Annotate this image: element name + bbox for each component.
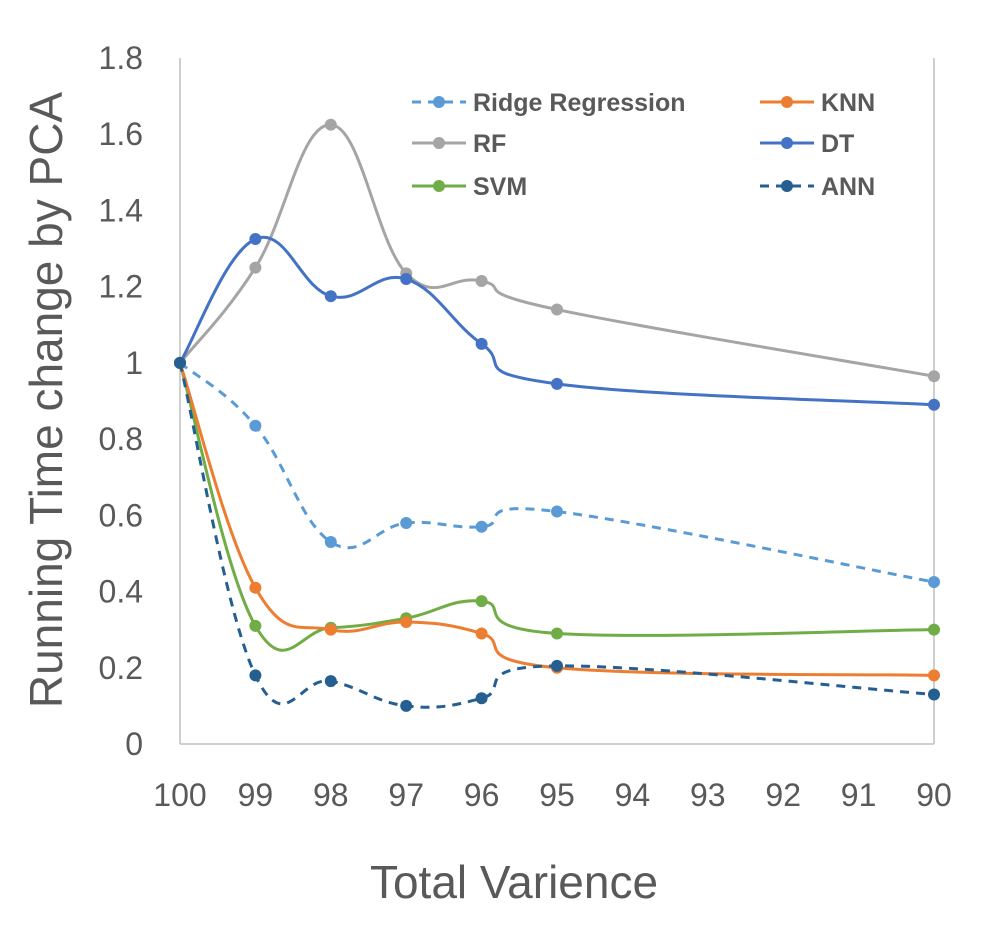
data-point-rf xyxy=(928,370,940,383)
data-point-rf xyxy=(475,274,488,287)
legend-item-dt: DT xyxy=(760,130,854,158)
data-point-svm xyxy=(249,619,262,632)
data-point-ann xyxy=(174,356,186,369)
y-tick-label: 0.4 xyxy=(99,574,143,610)
series-line-ridge-regression xyxy=(179,361,935,584)
legend-item-svm: SVM xyxy=(412,173,527,201)
y-axis-title: Running Time change by PCA xyxy=(20,92,72,709)
legend-item-rf: RF xyxy=(412,130,506,158)
x-tick-label: 97 xyxy=(388,777,424,813)
y-tick-label: 1.6 xyxy=(99,116,143,152)
legend-label: RF xyxy=(473,130,506,158)
y-tick-label: 1 xyxy=(125,345,143,381)
x-axis-title: Total Varience xyxy=(370,856,658,908)
data-point-ridge-regression xyxy=(324,536,337,549)
y-tick-label: 0 xyxy=(125,726,143,762)
data-point-dt xyxy=(475,337,488,350)
x-tick-label: 91 xyxy=(841,777,877,813)
series-ann xyxy=(174,356,940,712)
legend-label: Ridge Regression xyxy=(473,89,686,117)
legend-marker xyxy=(781,180,793,192)
data-point-ridge-regression xyxy=(475,520,488,533)
y-tick-labels: 0 0.2 0.4 0.6 0.8 1 1.2 1.4 1.6 1.8 xyxy=(99,40,143,762)
data-point-ann xyxy=(551,659,563,672)
data-point-svm xyxy=(928,623,940,636)
data-point-knn xyxy=(249,581,262,594)
legend-marker xyxy=(433,180,445,192)
data-point-ridge-regression xyxy=(400,516,413,529)
x-tick-labels: 100 99 98 97 96 95 94 93 92 91 90 xyxy=(153,777,951,813)
data-point-ann xyxy=(324,675,337,688)
data-point-rf xyxy=(249,261,262,274)
data-point-dt xyxy=(249,233,262,246)
y-tick-label: 0.6 xyxy=(99,497,143,533)
x-tick-label: 99 xyxy=(238,777,274,813)
data-point-ann xyxy=(249,669,262,682)
data-point-svm xyxy=(475,595,488,608)
y-tick-label: 0.2 xyxy=(99,650,143,686)
data-point-ridge-regression xyxy=(928,576,940,589)
series-line-ann xyxy=(178,362,935,709)
series-line-knn xyxy=(178,362,935,677)
x-tick-label: 96 xyxy=(464,777,500,813)
x-tick-label: 92 xyxy=(765,777,801,813)
series-line-svm xyxy=(178,362,935,652)
data-point-knn xyxy=(928,669,940,682)
data-point-knn xyxy=(324,623,337,636)
legend-item-ridge-regression: Ridge Regression xyxy=(412,89,686,117)
series-line-rf xyxy=(178,123,935,378)
legend-label: DT xyxy=(821,130,854,158)
legend-marker xyxy=(781,96,793,108)
data-point-dt xyxy=(551,377,563,390)
y-tick-label: 1.8 xyxy=(99,40,143,76)
x-tick-label: 95 xyxy=(539,777,575,813)
data-point-ann xyxy=(928,688,940,701)
data-point-svm xyxy=(551,627,563,640)
legend-marker xyxy=(433,137,445,149)
data-point-ridge-regression xyxy=(249,419,262,432)
data-point-dt xyxy=(928,398,940,411)
data-point-dt xyxy=(400,273,413,286)
series-ridge-regression xyxy=(174,356,940,589)
x-tick-label: 98 xyxy=(313,777,349,813)
data-point-knn xyxy=(475,627,488,640)
legend-marker xyxy=(433,96,445,108)
x-tick-label: 93 xyxy=(690,777,726,813)
data-point-rf xyxy=(551,303,563,316)
legend-item-knn: KNN xyxy=(760,89,875,117)
data-point-knn xyxy=(400,616,413,629)
legend-label: ANN xyxy=(821,173,875,201)
legend-item-ann: ANN xyxy=(760,173,875,201)
y-tick-label: 1.2 xyxy=(99,269,143,305)
legend-marker xyxy=(781,137,793,149)
series-rf xyxy=(174,118,940,383)
data-point-ann xyxy=(400,699,413,712)
series-layer xyxy=(174,118,940,712)
data-point-dt xyxy=(324,290,337,303)
y-tick-label: 0.8 xyxy=(99,421,143,457)
legend-label: SVM xyxy=(473,173,527,201)
data-point-ridge-regression xyxy=(551,505,563,518)
x-tick-label: 94 xyxy=(615,777,651,813)
legend-label: KNN xyxy=(821,89,875,117)
y-tick-label: 1.4 xyxy=(99,192,143,228)
x-tick-label: 100 xyxy=(153,777,206,813)
series-dt xyxy=(174,233,940,411)
legend: Ridge Regression KNN RF DT SVM ANN xyxy=(412,89,875,201)
x-tick-label: 90 xyxy=(916,777,952,813)
data-point-rf xyxy=(324,118,337,131)
data-point-ann xyxy=(475,692,488,705)
